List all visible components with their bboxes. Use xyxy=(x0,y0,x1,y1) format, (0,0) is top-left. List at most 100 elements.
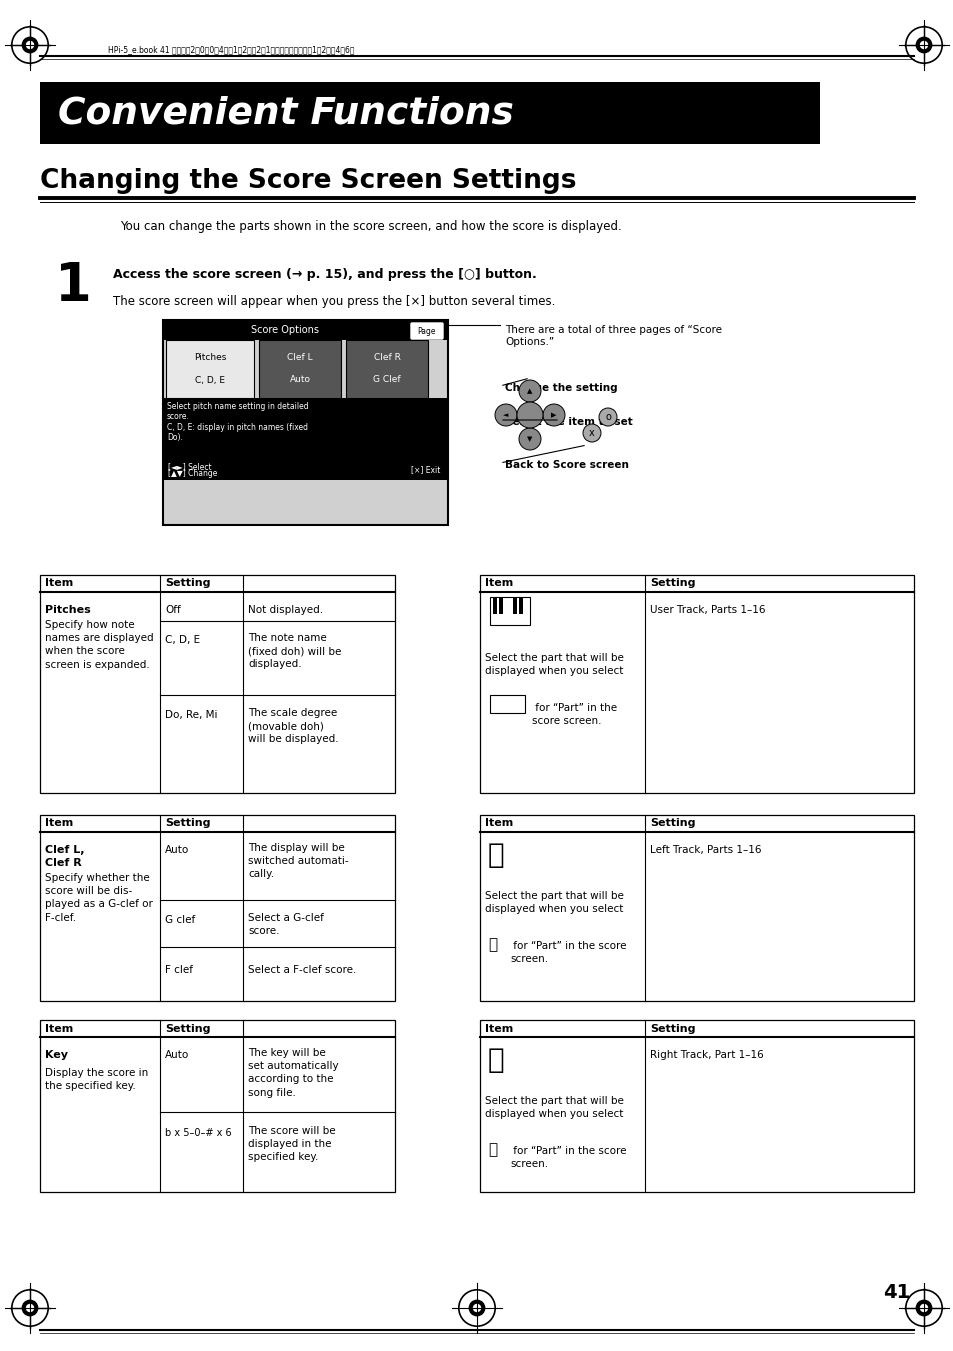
Text: Auto: Auto xyxy=(165,1050,189,1061)
Bar xyxy=(163,320,448,526)
Bar xyxy=(163,459,448,480)
Circle shape xyxy=(22,1300,38,1316)
Bar xyxy=(40,82,820,145)
Text: 👋: 👋 xyxy=(488,1046,504,1074)
Bar xyxy=(258,340,340,399)
Text: Setting: Setting xyxy=(649,1024,695,1034)
Text: C, D, E: C, D, E xyxy=(194,376,225,385)
FancyBboxPatch shape xyxy=(411,323,442,339)
Bar xyxy=(40,576,395,793)
Text: for “Part” in the score
screen.: for “Part” in the score screen. xyxy=(510,942,626,965)
Text: Left Track, Parts 1–16: Left Track, Parts 1–16 xyxy=(649,844,760,855)
Text: Page: Page xyxy=(417,327,436,336)
Text: Change the setting: Change the setting xyxy=(504,382,617,393)
Text: 👋: 👋 xyxy=(488,1142,497,1156)
Text: There are a total of three pages of “Score
Options.”: There are a total of three pages of “Sco… xyxy=(504,326,721,347)
Text: Access the score screen (→ p. 15), and press the [○] button.: Access the score screen (→ p. 15), and p… xyxy=(112,267,537,281)
Text: 👋: 👋 xyxy=(488,938,497,952)
Text: Item: Item xyxy=(45,1024,73,1034)
Text: Display the score in
the specified key.: Display the score in the specified key. xyxy=(45,1069,148,1092)
Text: Clef L: Clef L xyxy=(287,354,313,362)
Circle shape xyxy=(27,42,33,49)
Text: ▼: ▼ xyxy=(527,436,532,442)
Text: Auto: Auto xyxy=(289,376,310,385)
Text: Setting: Setting xyxy=(165,819,211,828)
Bar xyxy=(490,694,524,713)
Text: Item: Item xyxy=(484,1024,513,1034)
Bar xyxy=(40,815,395,1001)
Circle shape xyxy=(469,1300,484,1316)
Text: Setting: Setting xyxy=(649,578,695,589)
Text: Key: Key xyxy=(45,1050,68,1061)
Circle shape xyxy=(27,1305,33,1312)
Text: ▲: ▲ xyxy=(527,388,532,394)
Text: Not displayed.: Not displayed. xyxy=(248,605,323,615)
Circle shape xyxy=(22,38,38,53)
Text: Changing the Score Screen Settings: Changing the Score Screen Settings xyxy=(40,168,576,195)
Text: G Clef: G Clef xyxy=(373,376,400,385)
Text: for “Part” in the
score screen.: for “Part” in the score screen. xyxy=(532,703,617,727)
Text: The score will be
displayed in the
specified key.: The score will be displayed in the speci… xyxy=(248,1125,335,1162)
Text: The scale degree
(movable doh)
will be displayed.: The scale degree (movable doh) will be d… xyxy=(248,708,338,744)
Text: [▲▼] Change: [▲▼] Change xyxy=(168,470,217,478)
Bar xyxy=(40,1020,395,1192)
Text: Select the part that will be
displayed when you select: Select the part that will be displayed w… xyxy=(484,653,623,677)
Text: 1: 1 xyxy=(55,259,91,312)
Bar xyxy=(518,597,522,613)
Bar xyxy=(166,340,253,399)
Text: Right Track, Part 1–16: Right Track, Part 1–16 xyxy=(649,1050,763,1061)
Text: b x 5–0–# x 6: b x 5–0–# x 6 xyxy=(165,1128,232,1138)
Bar xyxy=(490,597,530,626)
Text: G clef: G clef xyxy=(165,915,195,925)
Text: Convenient Functions: Convenient Functions xyxy=(58,96,514,132)
Text: Off: Off xyxy=(165,605,180,615)
Bar xyxy=(346,340,428,399)
Bar xyxy=(493,597,497,613)
Text: The score screen will appear when you press the [×] button several times.: The score screen will appear when you pr… xyxy=(112,295,555,308)
Text: Select a F-clef score.: Select a F-clef score. xyxy=(248,965,356,975)
Circle shape xyxy=(517,403,542,428)
Bar xyxy=(479,1020,913,1192)
Circle shape xyxy=(915,1300,931,1316)
Text: The display will be
switched automati-
cally.: The display will be switched automati- c… xyxy=(248,843,348,880)
Text: Item: Item xyxy=(484,578,513,589)
Text: Auto: Auto xyxy=(165,844,189,855)
Text: Select the part that will be
displayed when you select: Select the part that will be displayed w… xyxy=(484,892,623,915)
Bar xyxy=(163,399,448,459)
Text: for “Part” in the score
screen.: for “Part” in the score screen. xyxy=(510,1146,626,1169)
Text: F clef: F clef xyxy=(165,965,193,975)
Text: Specify whether the
score will be dis-
played as a G-clef or
F-clef.: Specify whether the score will be dis- p… xyxy=(45,873,152,923)
Text: Clef L,
Clef R: Clef L, Clef R xyxy=(45,844,85,869)
Text: Back to Score screen: Back to Score screen xyxy=(504,459,628,470)
Text: Score Options: Score Options xyxy=(252,326,319,335)
Text: Clef R: Clef R xyxy=(374,354,400,362)
Text: Setting: Setting xyxy=(165,1024,211,1034)
Bar xyxy=(163,320,448,340)
Text: Item: Item xyxy=(484,819,513,828)
Text: Select a G-clef
score.: Select a G-clef score. xyxy=(248,913,323,936)
Text: Select pitch name setting in detailed
score.
C, D, E: display in pitch names (fi: Select pitch name setting in detailed sc… xyxy=(167,403,309,442)
Text: Specify how note
names are displayed
when the score
screen is expanded.: Specify how note names are displayed whe… xyxy=(45,620,153,670)
Text: Select the part that will be
displayed when you select: Select the part that will be displayed w… xyxy=(484,1096,623,1119)
Text: ◄: ◄ xyxy=(503,412,508,417)
Circle shape xyxy=(920,42,926,49)
Circle shape xyxy=(495,404,517,426)
Circle shape xyxy=(598,408,617,426)
Text: User Track, Parts 1–16: User Track, Parts 1–16 xyxy=(649,605,764,615)
Text: You can change the parts shown in the score screen, and how the score is display: You can change the parts shown in the sc… xyxy=(120,220,621,232)
Text: Setting: Setting xyxy=(649,819,695,828)
Text: 41: 41 xyxy=(882,1282,909,1301)
Bar xyxy=(498,597,502,613)
Bar xyxy=(513,597,517,613)
Text: Select the item to set: Select the item to set xyxy=(504,417,632,427)
Text: C, D, E: C, D, E xyxy=(165,635,200,644)
Text: [×] Exit: [×] Exit xyxy=(410,466,439,474)
Text: Setting: Setting xyxy=(165,578,211,589)
Text: Do, Re, Mi: Do, Re, Mi xyxy=(165,711,217,720)
Text: o: o xyxy=(604,412,610,422)
Text: The note name
(fixed doh) will be
displayed.: The note name (fixed doh) will be displa… xyxy=(248,634,341,669)
Text: HPi-5_e.book 41 ページ　2　0　0　4年　1　2月　2　1日　火曜日　午後　1　2時　4　6分: HPi-5_e.book 41 ページ 2 0 0 4年 1 2月 2 1日 火… xyxy=(108,46,355,54)
Text: Pitches: Pitches xyxy=(193,354,226,362)
Text: Item: Item xyxy=(45,819,73,828)
Circle shape xyxy=(518,380,540,403)
